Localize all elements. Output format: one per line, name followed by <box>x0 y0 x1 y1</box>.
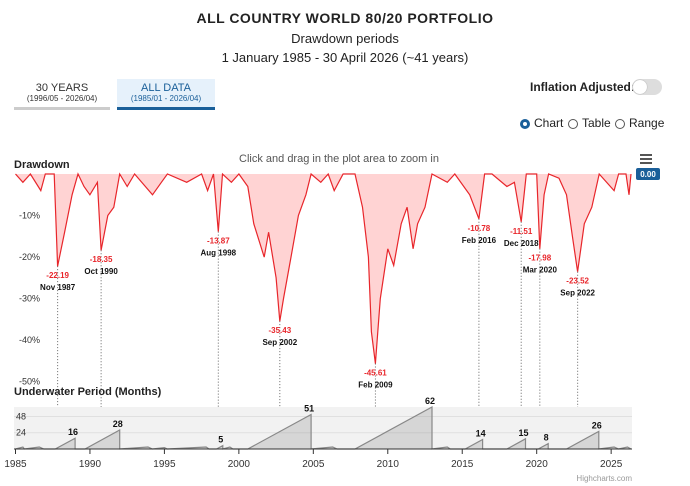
peak-label: 62 <box>425 396 435 406</box>
annotation-value: -11.51 <box>510 227 533 236</box>
peak-label: 16 <box>68 427 78 437</box>
series-line <box>15 172 632 364</box>
x-tick-label: 1985 <box>4 459 27 470</box>
inflation-toggle[interactable] <box>632 79 662 95</box>
range-button[interactable]: 30 YEARS (1996/05 - 2026/04) <box>14 79 110 110</box>
toggle-knob <box>633 80 647 94</box>
radio-dot <box>520 119 530 129</box>
y-tick-label: -40% <box>19 335 40 345</box>
annotation-date: Sep 2002 <box>262 338 297 347</box>
range-button[interactable]: ALL DATA (1985/01 - 2026/04) <box>117 79 215 110</box>
plot-background <box>14 407 632 449</box>
zoom-hint: Click and drag in the plot area to zoom … <box>239 153 439 165</box>
button-label: ALL DATA <box>141 82 191 94</box>
panel-title: Drawdown <box>14 159 70 171</box>
title: ALL COUNTRY WORLD 80/20 PORTFOLIO <box>196 10 494 26</box>
view-radio[interactable]: Chart <box>520 116 563 130</box>
peak-label: 28 <box>113 419 123 429</box>
current-value-box <box>636 168 660 180</box>
y-tick-label: 24 <box>16 428 26 438</box>
annotation-value: -10.78 <box>468 224 491 233</box>
view-radio[interactable]: Table <box>568 116 611 130</box>
menu-icon[interactable] <box>640 154 652 164</box>
x-tick-label: 2020 <box>526 459 549 470</box>
radio-label: Chart <box>534 116 564 130</box>
y-tick-label: -20% <box>19 252 40 262</box>
annotation-date: Dec 2018 <box>504 239 539 248</box>
annotation-date: Mar 2020 <box>523 266 558 275</box>
annotation-value: -23.52 <box>566 277 589 286</box>
annotation-date: Feb 2016 <box>462 236 497 245</box>
annotation-date: Sep 2022 <box>560 289 595 298</box>
annotation-date: Nov 1987 <box>40 283 76 292</box>
y-tick-label: 48 <box>16 411 26 421</box>
annotation-value: -18.35 <box>90 255 113 264</box>
button-label: 30 YEARS <box>35 82 89 94</box>
subtitle: Drawdown periods <box>291 31 399 46</box>
y-tick-label: -50% <box>19 377 40 387</box>
view-radio[interactable]: Range <box>615 116 664 130</box>
y-tick-label: -30% <box>19 294 40 304</box>
area-fill <box>15 174 631 364</box>
x-tick-label: 2010 <box>377 459 400 470</box>
current-value-label: 0.00 <box>640 170 656 179</box>
credit: Highcharts.com <box>576 474 632 483</box>
x-tick-label: 2025 <box>600 459 623 470</box>
annotation-date: Oct 1990 <box>84 267 118 276</box>
annotation-date: Feb 2009 <box>358 380 393 389</box>
radio-label: Table <box>582 116 611 130</box>
annotation-value: -22.19 <box>46 271 69 280</box>
x-tick-label: 2015 <box>451 459 474 470</box>
annotation-value: -45.61 <box>364 368 387 377</box>
radio-dot <box>615 119 625 129</box>
peak-label: 51 <box>304 403 314 413</box>
annotation-date: Aug 1998 <box>201 249 237 258</box>
period: 1 January 1985 - 30 April 2026 (~41 year… <box>221 50 469 65</box>
button-range: (1985/01 - 2026/04) <box>130 94 202 103</box>
peak-label: 14 <box>476 429 486 439</box>
annotation-value: -13.87 <box>207 237 230 246</box>
x-tick-label: 1990 <box>79 459 102 470</box>
panel-title: Underwater Period (Months) <box>14 386 162 398</box>
radio-dot <box>568 119 578 129</box>
annotation-value: -17.98 <box>528 254 551 263</box>
peak-label: 26 <box>592 420 602 430</box>
radio-label: Range <box>629 116 665 130</box>
annotation-value: -35.43 <box>268 326 291 335</box>
inflation-label: Inflation Adjusted: <box>530 80 635 94</box>
x-tick-label: 2000 <box>228 459 251 470</box>
y-tick-label: -10% <box>19 211 40 221</box>
peak-label: 5 <box>218 435 223 445</box>
button-range: (1996/05 - 2026/04) <box>26 94 98 103</box>
peak-label: 8 <box>544 433 549 443</box>
peak-label: 15 <box>519 428 529 438</box>
x-tick-label: 1995 <box>153 459 176 470</box>
x-tick-label: 2005 <box>302 459 325 470</box>
